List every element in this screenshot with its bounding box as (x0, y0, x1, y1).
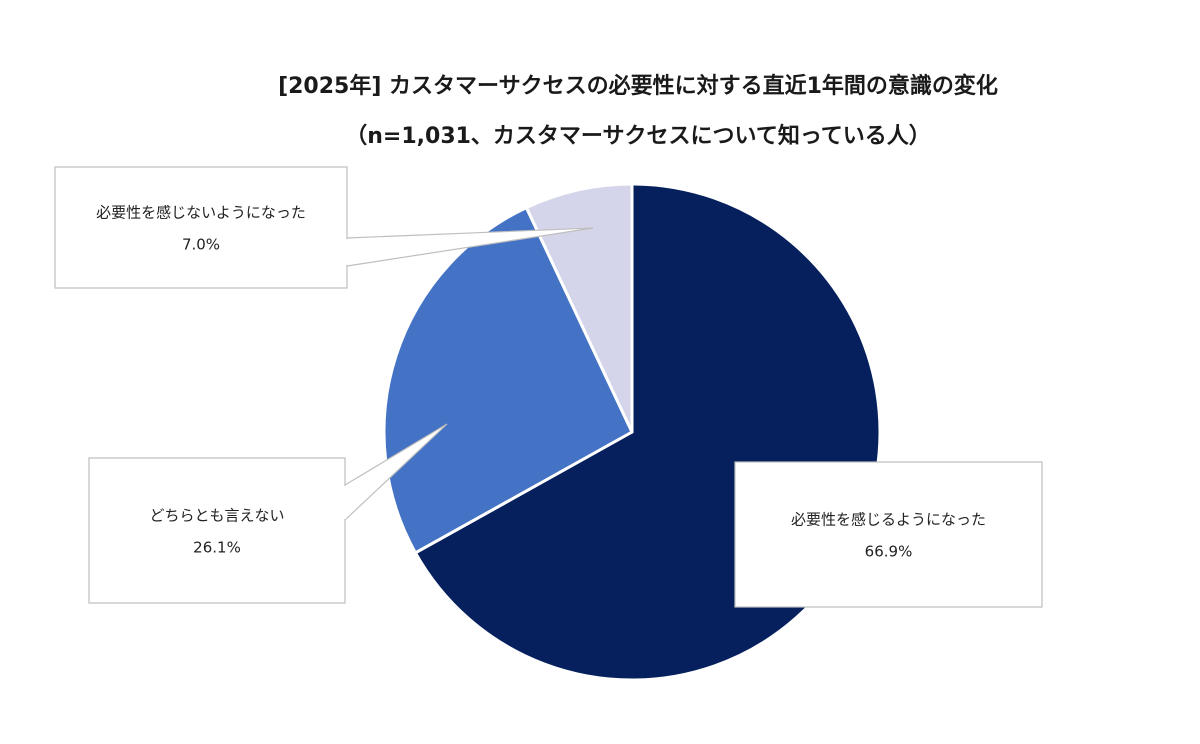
callout-box (88, 457, 346, 604)
callout-box (734, 461, 1043, 608)
callout-box (54, 166, 348, 289)
slice-label: 必要性を感じないようになった (96, 204, 306, 222)
callouts: 必要性を感じるようになった 66.9% どちらとも言えない 26.1% 必要性を感じない… (54, 166, 1043, 608)
callout-2: どちらとも言えない 26.1% (88, 423, 448, 604)
slice-value-label: 26.1% (193, 539, 241, 557)
chart-subtitle: （n=1,031、カスタマーサクセスについて知っている人） (345, 124, 931, 149)
slice-value-label: 7.0% (182, 236, 220, 254)
slice-value-label: 66.9% (865, 543, 913, 561)
chart-title: [2025年] カスタマーサクセスの必要性に対する直近1年間の意識の変化 (278, 74, 998, 99)
pie-slice-3 (524, 182, 634, 434)
callout-3: 必要性を感じないようになった 7.0% (54, 166, 594, 289)
callout-1: 必要性を感じるようになった 66.9% (734, 461, 1043, 608)
chart-title-block: [2025年] カスタマーサクセスの必要性に対する直近1年間の意識の変化 （n=… (0, 62, 1200, 162)
slice-label: どちらとも言えない (149, 507, 284, 525)
slice-label: 必要性を感じるようになった (791, 511, 986, 529)
